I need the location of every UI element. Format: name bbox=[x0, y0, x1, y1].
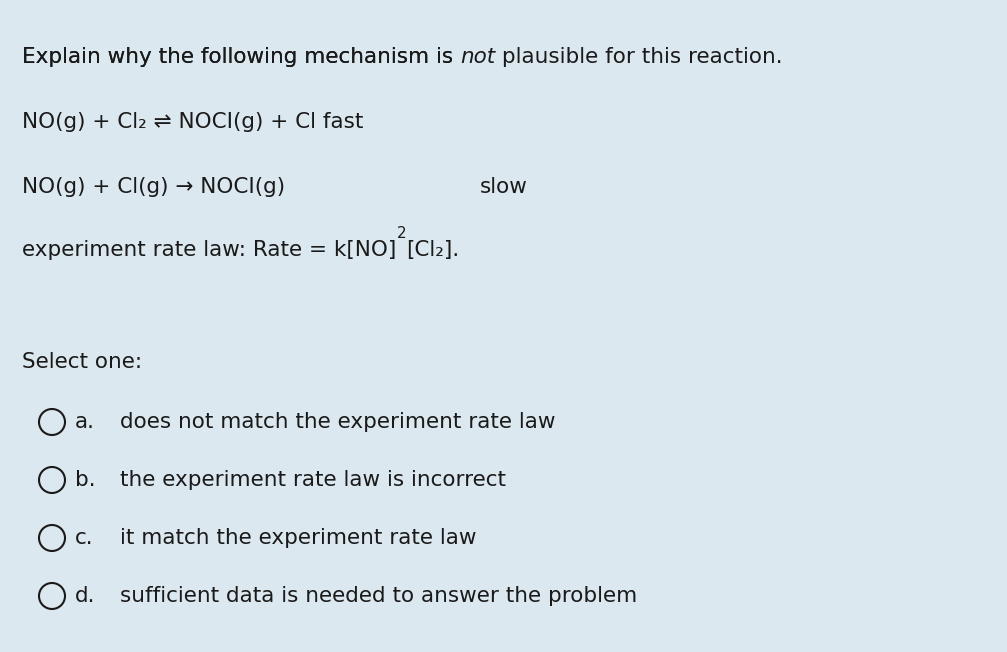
Text: Explain why the following mechanism is: Explain why the following mechanism is bbox=[22, 47, 460, 67]
Text: not: not bbox=[460, 47, 495, 67]
Text: [Cl₂].: [Cl₂]. bbox=[406, 240, 459, 260]
Text: sufficient data is needed to answer the problem: sufficient data is needed to answer the … bbox=[120, 586, 637, 606]
Text: d.: d. bbox=[75, 586, 96, 606]
Text: NO(g) + Cl(g) → NOCI(g): NO(g) + Cl(g) → NOCI(g) bbox=[22, 177, 285, 197]
Text: Explain why the following mechanism is: Explain why the following mechanism is bbox=[22, 47, 460, 67]
Text: it match the experiment rate law: it match the experiment rate law bbox=[120, 528, 476, 548]
Text: Select one:: Select one: bbox=[22, 352, 142, 372]
Text: does not match the experiment rate law: does not match the experiment rate law bbox=[120, 412, 556, 432]
Text: 2: 2 bbox=[397, 226, 406, 241]
Text: experiment rate law: Rate = k[NO]: experiment rate law: Rate = k[NO] bbox=[22, 240, 397, 260]
Text: b.: b. bbox=[75, 470, 96, 490]
Text: slow: slow bbox=[480, 177, 528, 197]
Text: a.: a. bbox=[75, 412, 95, 432]
Text: the experiment rate law is incorrect: the experiment rate law is incorrect bbox=[120, 470, 506, 490]
Text: plausible for this reaction.: plausible for this reaction. bbox=[495, 47, 782, 67]
Text: c.: c. bbox=[75, 528, 94, 548]
Text: NO(g) + Cl₂ ⇌ NOCI(g) + Cl fast: NO(g) + Cl₂ ⇌ NOCI(g) + Cl fast bbox=[22, 112, 364, 132]
